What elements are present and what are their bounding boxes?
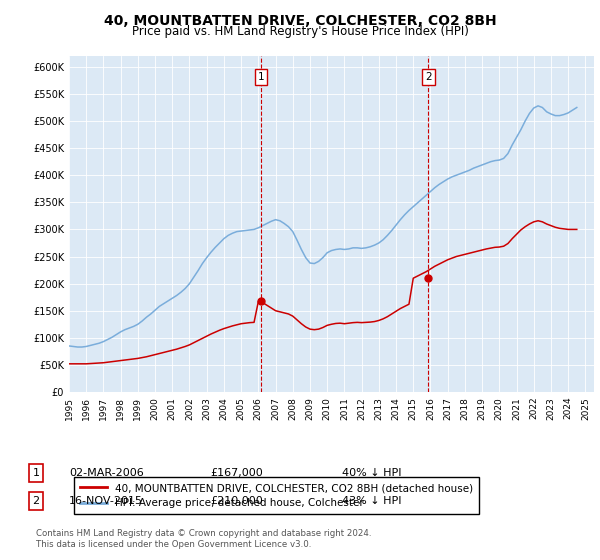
Text: 1: 1 <box>258 72 265 82</box>
Text: 2: 2 <box>425 72 432 82</box>
Text: £167,000: £167,000 <box>210 468 263 478</box>
Text: Price paid vs. HM Land Registry's House Price Index (HPI): Price paid vs. HM Land Registry's House … <box>131 25 469 38</box>
Text: 43% ↓ HPI: 43% ↓ HPI <box>342 496 401 506</box>
Text: £210,000: £210,000 <box>210 496 263 506</box>
Text: 02-MAR-2006: 02-MAR-2006 <box>69 468 144 478</box>
Text: 16-NOV-2015: 16-NOV-2015 <box>69 496 143 506</box>
Text: 40, MOUNTBATTEN DRIVE, COLCHESTER, CO2 8BH: 40, MOUNTBATTEN DRIVE, COLCHESTER, CO2 8… <box>104 14 496 28</box>
Text: Contains HM Land Registry data © Crown copyright and database right 2024.
This d: Contains HM Land Registry data © Crown c… <box>36 529 371 549</box>
Text: 1: 1 <box>32 468 40 478</box>
Legend: 40, MOUNTBATTEN DRIVE, COLCHESTER, CO2 8BH (detached house), HPI: Average price,: 40, MOUNTBATTEN DRIVE, COLCHESTER, CO2 8… <box>74 477 479 515</box>
Text: 2: 2 <box>32 496 40 506</box>
Text: 40% ↓ HPI: 40% ↓ HPI <box>342 468 401 478</box>
